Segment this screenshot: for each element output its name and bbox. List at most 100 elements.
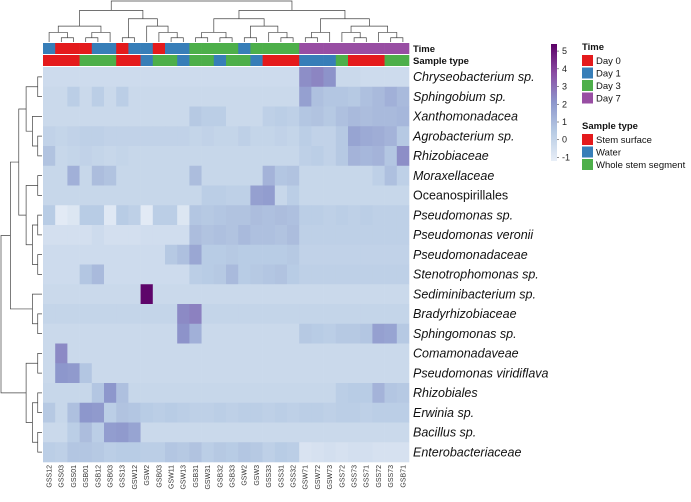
annotation-cell-sample-type — [360, 55, 373, 66]
heatmap-cell — [250, 422, 263, 443]
heatmap-cell — [91, 225, 105, 246]
heatmap-cell — [372, 422, 385, 443]
heatmap-cell — [238, 402, 251, 423]
heatmap-cell — [140, 304, 154, 325]
color-scale-tick-label: -1 — [562, 152, 570, 162]
heatmap-cell — [104, 442, 117, 463]
heatmap-cell — [128, 383, 141, 404]
heatmap-cell — [238, 422, 251, 443]
heatmap-cell — [299, 422, 312, 443]
heatmap-cell — [116, 304, 129, 325]
column-dendrogram-branch — [170, 37, 184, 42]
column-label: GSS31 — [278, 465, 285, 488]
annotation-cell-sample-type — [396, 55, 410, 66]
heatmap-cell — [335, 126, 349, 147]
column-dendrogram — [48, 0, 404, 42]
heatmap-cell — [140, 323, 154, 344]
heatmap-cell — [287, 67, 300, 88]
heatmap-cell — [335, 323, 349, 344]
annotation-cell-sample-type — [152, 55, 166, 66]
annotation-cell-sample-type — [238, 55, 251, 66]
heatmap-cell — [372, 244, 385, 265]
heatmap-cell — [67, 244, 80, 265]
column-label: GSB71 — [400, 465, 407, 488]
heatmap-cell — [360, 323, 373, 344]
heatmap-cell — [67, 205, 80, 226]
heatmap-cells — [43, 67, 410, 463]
heatmap-cell — [348, 244, 361, 265]
heatmap-cell — [43, 67, 56, 88]
heatmap-cell — [128, 106, 141, 127]
heatmap-cell — [274, 244, 288, 265]
heatmap-cell — [104, 422, 117, 443]
legend-swatch-time-day-3 — [582, 80, 593, 91]
heatmap-cell — [360, 205, 373, 226]
heatmap-cell — [189, 422, 202, 443]
annotation-cell-sample-type — [250, 55, 263, 66]
heatmap-cell — [177, 304, 190, 325]
row-label-agrobacterium-sp: Agrobacterium sp. — [412, 129, 514, 143]
heatmap-cell — [128, 165, 141, 186]
heatmap-cell — [335, 383, 349, 404]
heatmap-cell — [323, 126, 337, 147]
heatmap-cell — [213, 205, 227, 226]
heatmap-cell — [323, 422, 337, 443]
column-dendrogram-branch — [378, 32, 398, 42]
heatmap-cell — [311, 165, 324, 186]
heatmap-cell — [201, 323, 215, 344]
heatmap-cell — [262, 422, 276, 443]
column-label: GSS73 — [352, 465, 359, 488]
heatmap-cell — [250, 67, 263, 88]
annotation-cell-sample-type — [323, 55, 337, 66]
heatmap-cell — [311, 323, 324, 344]
heatmap-cell — [274, 343, 288, 364]
heatmap-cell — [238, 442, 251, 463]
heatmap-cell — [323, 264, 337, 285]
heatmap-cell — [67, 383, 80, 404]
heatmap-cell — [274, 185, 288, 206]
heatmap-cell — [323, 244, 337, 265]
heatmap-cell — [311, 185, 324, 206]
heatmap-cell — [165, 86, 178, 107]
column-dendrogram-branch — [201, 32, 227, 38]
heatmap-cell — [213, 146, 227, 167]
heatmap-cell — [140, 126, 154, 147]
heatmap-cell — [43, 383, 56, 404]
heatmap-cell — [274, 165, 288, 186]
heatmap-cell — [91, 284, 105, 305]
annotation-cell-sample-type — [335, 55, 349, 66]
column-label: GSB12 — [95, 465, 102, 488]
heatmap-cell — [384, 225, 398, 246]
row-label-sediminibacterium-sp: Sediminibacterium sp. — [413, 287, 536, 301]
heatmap-cell — [189, 67, 202, 88]
heatmap-cell — [43, 343, 56, 364]
heatmap-cell — [323, 86, 337, 107]
heatmap-cell — [311, 86, 324, 107]
heatmap-cell — [128, 304, 141, 325]
heatmap-cell — [43, 146, 56, 167]
column-label: GSW72 — [315, 465, 322, 490]
row-dendrogram-branch — [32, 293, 42, 325]
heatmap-cell — [152, 86, 166, 107]
annotation-cell-sample-type — [177, 55, 190, 66]
annotation-cell-time — [165, 43, 178, 54]
heatmap-cell — [55, 126, 68, 147]
heatmap-cell — [335, 106, 349, 127]
heatmap-cell — [152, 146, 166, 167]
heatmap-cell — [348, 442, 361, 463]
heatmap-cell — [189, 205, 202, 226]
heatmap-cell — [140, 363, 154, 384]
heatmap-cell — [91, 165, 105, 186]
heatmap-cell — [55, 422, 68, 443]
heatmap-cell — [43, 363, 56, 384]
heatmap-cell — [213, 126, 227, 147]
heatmap-cell — [372, 86, 385, 107]
heatmap-cell — [372, 146, 385, 167]
column-labels: GSS12 GSS03 GSS01 GSB01 GSB12 GSB03 GSS13 GSW12… — [47, 465, 408, 490]
heatmap-cell — [396, 146, 410, 167]
heatmap-cell — [287, 422, 300, 443]
heatmap-cell — [152, 264, 166, 285]
heatmap-cell — [201, 67, 215, 88]
heatmap-cell — [67, 264, 80, 285]
heatmap-cell — [311, 442, 324, 463]
